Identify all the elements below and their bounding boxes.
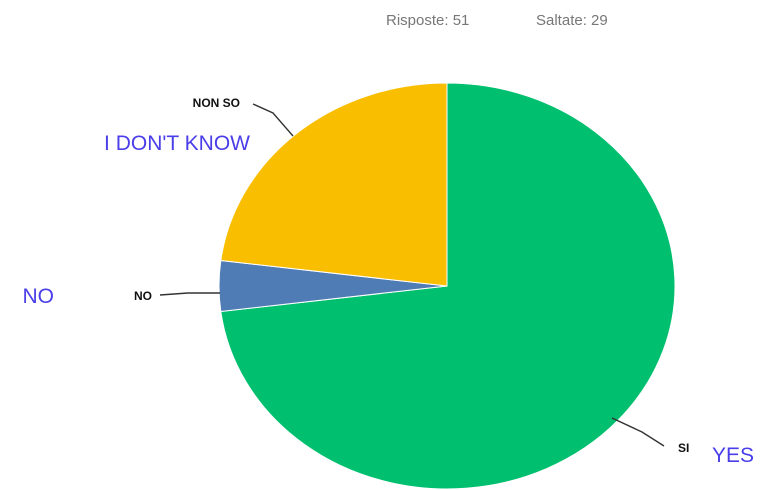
pie-slice-non-so xyxy=(221,83,447,286)
slice-label-si: SI xyxy=(678,441,689,455)
slice-label-no: NO xyxy=(134,289,152,303)
translation-label-i-don-t-know: I DON'T KNOW xyxy=(104,132,250,155)
pie-slices xyxy=(219,83,675,489)
answered-count: Risposte: 51 xyxy=(386,12,469,29)
translation-label-yes: YES xyxy=(712,444,754,467)
translation-label-no: NO xyxy=(23,285,55,308)
skipped-count: Saltate: 29 xyxy=(536,12,608,29)
slice-label-non-so: NON SO xyxy=(193,96,240,110)
leader-line-no xyxy=(160,293,220,295)
leader-line-si xyxy=(612,418,664,446)
leader-line-non-so xyxy=(253,104,293,136)
